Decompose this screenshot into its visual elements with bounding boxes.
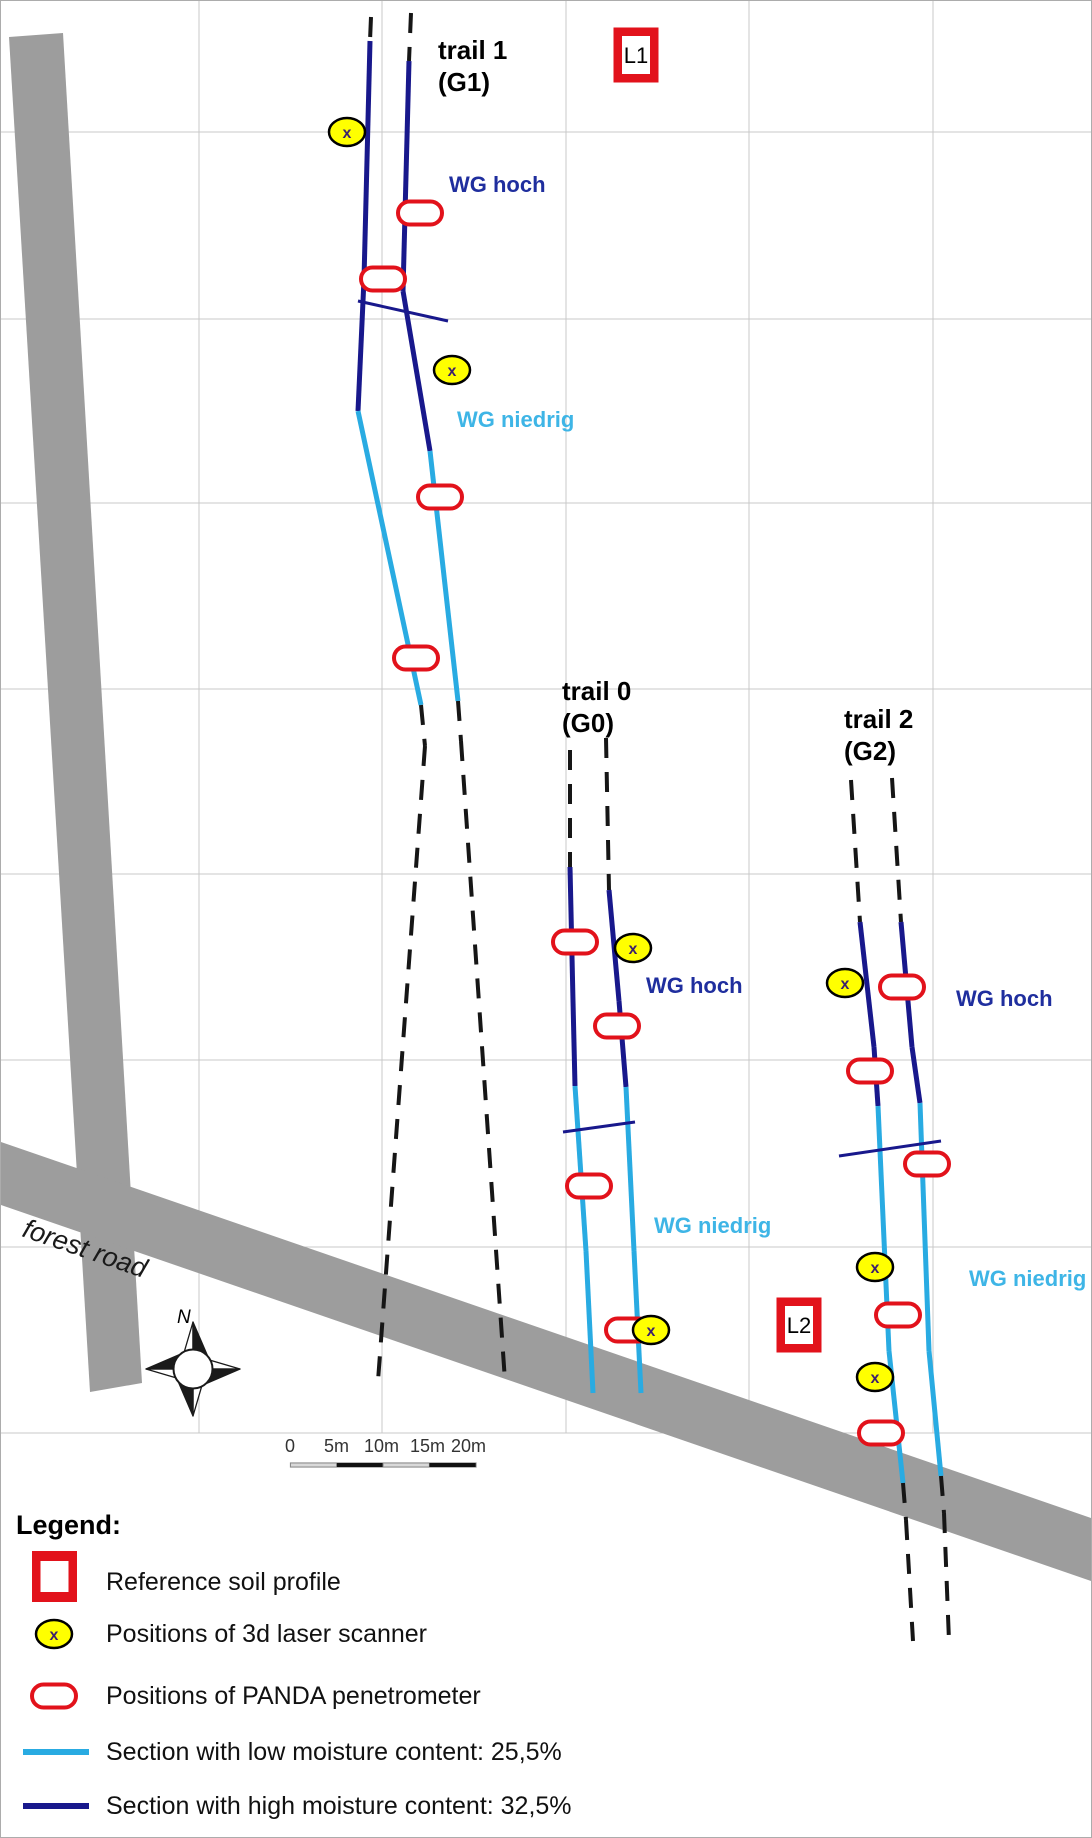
svg-text:Legend:: Legend: — [16, 1510, 121, 1540]
svg-text:WG niedrig: WG niedrig — [969, 1266, 1086, 1291]
svg-text:10m: 10m — [364, 1436, 399, 1456]
svg-text:0: 0 — [285, 1436, 295, 1456]
svg-text:WG hoch: WG hoch — [646, 973, 743, 998]
svg-text:trail 0: trail 0 — [562, 676, 631, 706]
svg-text:Section with low moisture cont: Section with low moisture content: 25,5% — [106, 1738, 562, 1766]
svg-text:WG niedrig: WG niedrig — [654, 1213, 771, 1238]
svg-text:Positions of PANDA penetromet: Positions of PANDA penetrometer — [106, 1682, 481, 1710]
svg-text:15m: 15m — [410, 1436, 445, 1456]
svg-text:Section with high moisture con: Section with high moisture content: 32,5… — [106, 1792, 572, 1820]
svg-text:(G2): (G2) — [844, 736, 896, 766]
svg-text:Reference soil profile: Reference soil profile — [106, 1568, 341, 1596]
svg-text:trail 2: trail 2 — [844, 704, 913, 734]
svg-text:(G0): (G0) — [562, 708, 614, 738]
svg-text:WG hoch: WG hoch — [449, 172, 546, 197]
svg-text:WG hoch: WG hoch — [956, 986, 1053, 1011]
svg-text:5m: 5m — [324, 1436, 349, 1456]
svg-text:(G1): (G1) — [438, 67, 490, 97]
svg-text:20m: 20m — [451, 1436, 486, 1456]
svg-text:Positions of 3d laser scanner: Positions of 3d laser scanner — [106, 1620, 427, 1648]
svg-text:trail 1: trail 1 — [438, 35, 507, 65]
svg-text:WG niedrig: WG niedrig — [457, 407, 574, 432]
